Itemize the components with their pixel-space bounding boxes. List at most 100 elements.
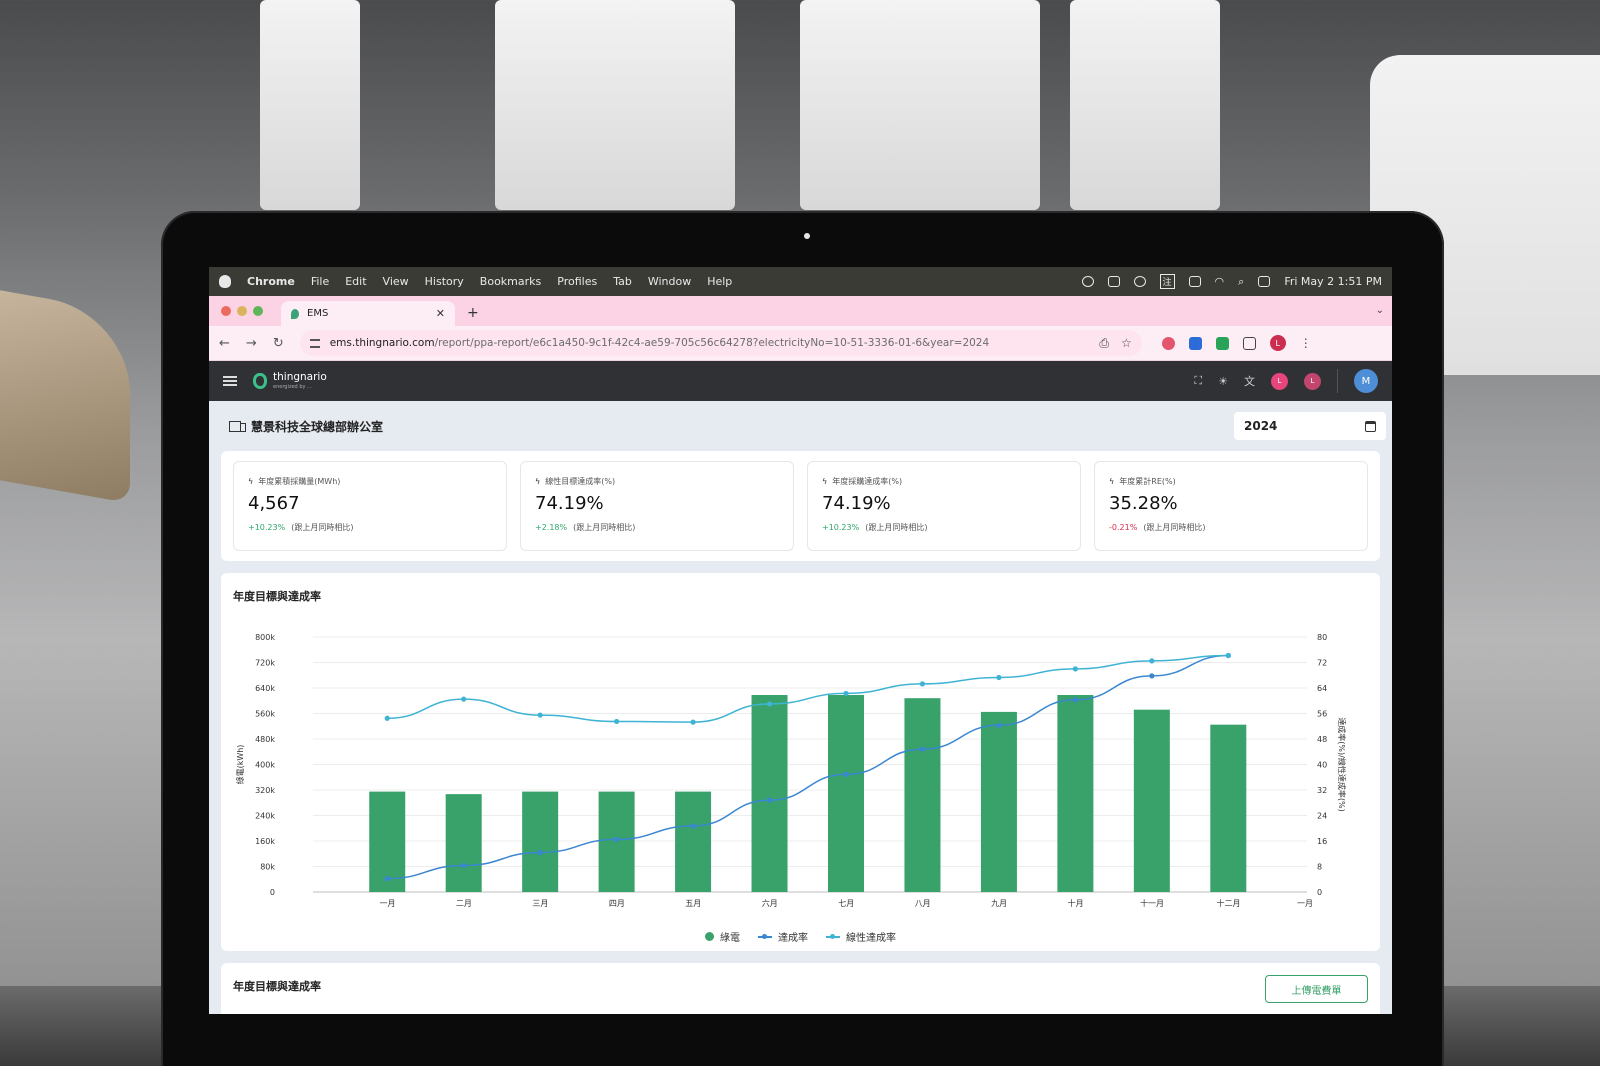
menu-help[interactable]: Help — [707, 275, 733, 288]
install-app-icon[interactable]: ⎙ — [1099, 335, 1109, 350]
menu-window[interactable]: Window — [647, 275, 692, 288]
background-lamp — [0, 286, 130, 504]
menu-bookmarks[interactable]: Bookmarks — [479, 275, 542, 288]
point-achievement — [1072, 697, 1078, 703]
menu-tab[interactable]: Tab — [613, 275, 632, 288]
legend-line-icon — [826, 933, 840, 939]
background-window-pane — [800, 0, 1040, 210]
x-tick-label: 三月 — [532, 899, 548, 908]
control-center-icon[interactable] — [1258, 276, 1271, 287]
forward-icon[interactable]: → — [245, 335, 257, 351]
bookmark-star-icon[interactable]: ☆ — [1120, 335, 1132, 350]
wifi-icon[interactable]: ◠ — [1214, 275, 1225, 288]
browser-profile-avatar[interactable]: L — [1269, 335, 1286, 351]
translate-icon[interactable]: 文 — [1244, 375, 1255, 388]
play-icon[interactable] — [1133, 276, 1146, 287]
fullscreen-icon[interactable]: ⛶ — [1194, 374, 1203, 387]
menu-clock[interactable]: Fri May 2 1:51 PM — [1284, 275, 1382, 288]
point-achievement — [461, 862, 467, 869]
y2-tick-label: 40 — [1317, 761, 1327, 770]
app-logo[interactable]: thingnario energized by ... — [273, 372, 327, 390]
reload-icon[interactable]: ↻ — [272, 335, 284, 351]
y2-tick-label: 80 — [1317, 633, 1327, 642]
kpi-value: 74.19% — [535, 493, 604, 514]
calendar-icon[interactable] — [1365, 420, 1376, 432]
battery-icon[interactable] — [1188, 276, 1201, 287]
menu-hamburger-icon[interactable] — [223, 376, 237, 386]
menu-view[interactable]: View — [382, 275, 409, 288]
legend-label: 達成率 — [778, 933, 808, 944]
apple-icon[interactable] — [219, 275, 231, 288]
x-tick-label: 五月 — [685, 899, 701, 908]
legend-item-linear-achievement[interactable]: 線性達成率 — [826, 929, 896, 944]
x-tick-label: 十二月 — [1217, 898, 1241, 908]
close-window-button[interactable] — [221, 306, 231, 316]
user-avatar[interactable]: M — [1354, 369, 1378, 393]
tab-search-chevron-icon[interactable]: ⌄ — [1375, 305, 1384, 316]
extension-bitwarden-icon[interactable] — [1188, 336, 1202, 350]
point-achievement — [614, 836, 620, 843]
year-value: 2024 — [1244, 419, 1278, 433]
url-host: ems.thingnario.com — [329, 337, 435, 349]
new-tab-button[interactable]: + — [467, 305, 479, 321]
point-linear-achievement — [996, 674, 1002, 681]
camera-icon — [804, 233, 810, 239]
kpi-compare-note: (跟上月同時相比) — [1143, 523, 1206, 532]
y2-tick-label: 48 — [1317, 735, 1327, 744]
theme-sun-icon[interactable]: ☀ — [1218, 374, 1228, 388]
maximize-window-button[interactable] — [253, 306, 263, 316]
kpi-label: 年度累積採購量(MWh) — [258, 477, 341, 486]
point-achievement — [996, 722, 1002, 728]
extension-green-icon[interactable] — [1215, 336, 1229, 350]
y-tick-label: 320k — [255, 786, 275, 795]
legend-label: 線性達成率 — [846, 933, 896, 944]
menu-history[interactable]: History — [424, 275, 464, 288]
laptop-bezel: Chrome File Edit View History Bookmarks … — [161, 211, 1444, 1066]
kpi-value: 35.28% — [1109, 493, 1178, 514]
browser-tab[interactable]: EMS ✕ — [281, 301, 455, 326]
bar-green-power — [828, 695, 864, 892]
point-linear-achievement — [1149, 658, 1155, 664]
y2-tick-label: 72 — [1317, 659, 1327, 668]
x-tick-label: 九月 — [991, 899, 1007, 908]
legend-item-green-power[interactable]: 綠電 — [705, 929, 740, 944]
y2-tick-label: 56 — [1317, 710, 1327, 719]
point-linear-achievement — [919, 681, 926, 687]
legend-item-achievement[interactable]: 達成率 — [758, 929, 808, 944]
input-method-icon[interactable]: 注 — [1159, 274, 1175, 289]
kpi-label: 年度採購達成率(%) — [832, 477, 903, 486]
site-info-icon[interactable] — [309, 338, 320, 348]
back-icon[interactable]: ← — [219, 335, 230, 351]
menu-profiles[interactable]: Profiles — [557, 275, 598, 288]
notification-badge[interactable]: L — [1271, 372, 1288, 390]
menu-file[interactable]: File — [310, 275, 330, 288]
year-picker[interactable]: 2024 — [1234, 412, 1386, 440]
minimize-window-button[interactable] — [237, 306, 247, 316]
kpi-card: ϟ 年度累計RE(%) 35.28% -0.21% (跟上月同時相比) — [1094, 461, 1368, 551]
menu-edit[interactable]: Edit — [345, 275, 367, 288]
y-axis-label: 綠電(kWh) — [235, 745, 245, 785]
extension-record-icon[interactable] — [1161, 336, 1175, 350]
notification-badge-2[interactable]: L — [1304, 372, 1321, 390]
upload-bill-button[interactable]: 上傳電費單 — [1265, 975, 1368, 1003]
second-card-title: 年度目標與達成率 — [233, 980, 321, 993]
extensions-puzzle-icon[interactable] — [1242, 336, 1256, 350]
point-linear-achievement — [690, 719, 696, 725]
url-bar[interactable]: ems.thingnario.com/report/ppa-report/e6c… — [299, 330, 1142, 356]
menu-app-name[interactable]: Chrome — [247, 275, 295, 288]
point-achievement — [919, 746, 926, 752]
script-icon[interactable] — [1107, 276, 1120, 287]
y-tick-label: 80k — [260, 863, 275, 872]
close-tab-icon[interactable]: ✕ — [435, 307, 445, 320]
x-tick-label: 十一月 — [1140, 898, 1164, 908]
point-linear-achievement — [384, 715, 390, 721]
bar-green-power — [1210, 724, 1247, 892]
x-tick-label: 一月 — [1297, 899, 1313, 908]
point-linear-achievement — [537, 712, 543, 718]
bolt-icon: ϟ — [1109, 477, 1115, 486]
search-icon[interactable]: ⌕ — [1238, 274, 1245, 288]
kpi-value: 74.19% — [822, 493, 891, 514]
cloud-status-icon[interactable] — [1081, 276, 1094, 287]
extensions-area: L ⋮ — [1161, 335, 1312, 351]
browser-menu-icon[interactable]: ⋮ — [1299, 336, 1312, 350]
